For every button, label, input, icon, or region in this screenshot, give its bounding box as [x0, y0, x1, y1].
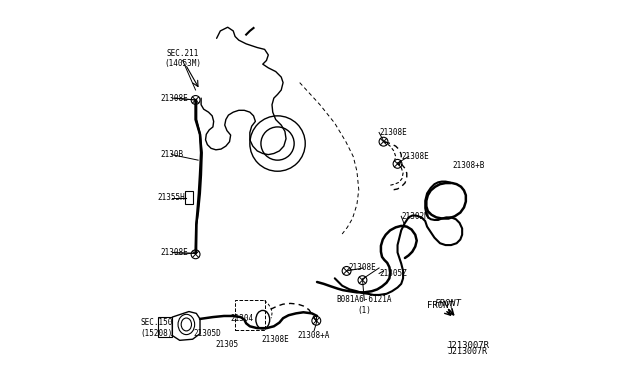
- Text: J213007R: J213007R: [446, 341, 489, 350]
- Text: SEC.211
(14053M): SEC.211 (14053M): [164, 49, 201, 68]
- Text: 21308E: 21308E: [161, 94, 188, 103]
- Text: 21302M: 21302M: [401, 212, 429, 221]
- Text: 21308E: 21308E: [261, 335, 289, 344]
- Text: 21305: 21305: [216, 340, 239, 349]
- Text: B081A6-6121A
(1): B081A6-6121A (1): [337, 295, 392, 315]
- Text: 21308E: 21308E: [379, 128, 407, 137]
- Text: 21355H: 21355H: [157, 193, 186, 202]
- Text: 21308E: 21308E: [161, 248, 188, 257]
- Text: 21308E: 21308E: [349, 263, 376, 272]
- Text: FRONT: FRONT: [435, 299, 461, 308]
- Text: 21308E: 21308E: [401, 152, 429, 161]
- Text: 2130B: 2130B: [161, 150, 184, 159]
- Text: 21305Z: 21305Z: [379, 269, 407, 278]
- Text: 21308+A: 21308+A: [298, 331, 330, 340]
- Text: 21308+B: 21308+B: [452, 161, 484, 170]
- Text: 21304: 21304: [231, 314, 254, 323]
- Text: SEC.150
(15208): SEC.150 (15208): [141, 318, 173, 338]
- Text: 21305D: 21305D: [193, 329, 221, 338]
- Text: FRONT: FRONT: [426, 301, 453, 311]
- Text: J213007R: J213007R: [448, 347, 488, 356]
